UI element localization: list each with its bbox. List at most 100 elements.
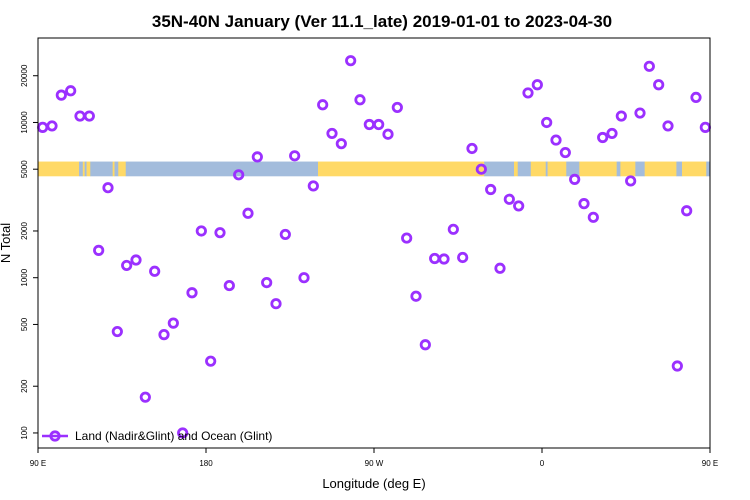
y-tick-label: 1000 — [20, 268, 29, 286]
data-point — [662, 120, 674, 132]
legend: Land (Nadir&Glint) and Ocean (Glint) — [42, 429, 272, 443]
y-tick-label: 10000 — [20, 111, 29, 134]
y-tick-label: 200 — [20, 379, 29, 393]
data-points — [37, 55, 711, 439]
surface-land-segment — [82, 161, 85, 177]
data-point — [270, 298, 282, 310]
data-point — [559, 146, 571, 159]
data-point — [83, 110, 95, 122]
surface-ocean-segment — [84, 161, 87, 177]
data-point — [690, 91, 702, 104]
data-point — [307, 180, 319, 192]
surface-ocean-segment — [125, 161, 319, 177]
data-point — [102, 182, 114, 194]
data-point — [177, 427, 189, 439]
surface-ocean-segment — [114, 161, 119, 177]
x-tick-label: 0 — [540, 459, 545, 468]
surface-land-segment — [118, 161, 127, 177]
data-point — [391, 101, 403, 114]
surface-land-segment — [682, 161, 707, 177]
data-point — [475, 163, 487, 175]
data-point — [121, 259, 133, 272]
data-point — [233, 169, 245, 181]
data-point — [578, 198, 590, 210]
data-point — [653, 79, 665, 91]
surface-land-segment — [530, 161, 547, 177]
x-tick-label: 90 W — [365, 459, 384, 468]
data-point — [485, 183, 497, 196]
data-point — [74, 110, 86, 122]
data-point — [410, 290, 422, 302]
surface-ocean-segment — [676, 161, 683, 177]
surface-land-segment — [547, 161, 567, 177]
y-tick-label: 5000 — [20, 160, 29, 178]
x-tick-label: 90 E — [702, 459, 718, 468]
data-point — [429, 252, 441, 265]
data-point — [643, 60, 655, 72]
surface-land-segment — [112, 161, 115, 177]
y-tick-label: 2000 — [20, 222, 29, 240]
data-point — [65, 85, 77, 97]
data-point — [457, 251, 469, 264]
surface-ocean-segment — [79, 161, 84, 177]
surface-land-segment — [38, 161, 80, 177]
data-point — [261, 277, 273, 289]
data-point — [625, 175, 637, 187]
data-point — [214, 227, 226, 239]
data-point — [111, 325, 123, 338]
data-point — [447, 223, 459, 235]
plot-frame — [37, 37, 711, 449]
data-point — [401, 232, 413, 244]
surface-ocean-segment — [90, 161, 113, 177]
data-point — [195, 225, 207, 237]
legend-marker — [49, 430, 61, 442]
data-point — [130, 254, 142, 266]
surface-ocean-segment — [566, 161, 580, 177]
data-point — [615, 110, 627, 122]
data-point — [681, 205, 693, 217]
legend-label: Land (Nadir&Glint) and Ocean (Glint) — [75, 429, 272, 443]
x-axis-label: Longitude (deg E) — [322, 476, 425, 491]
data-point — [158, 329, 170, 341]
data-point — [139, 391, 151, 403]
surface-land-segment — [86, 161, 91, 177]
data-point — [531, 79, 543, 91]
surface-land-segment — [579, 161, 617, 177]
data-point — [298, 272, 310, 284]
data-point — [186, 287, 198, 299]
data-point — [671, 360, 683, 372]
data-point — [494, 262, 506, 274]
data-point — [46, 120, 58, 132]
data-point — [466, 142, 478, 155]
data-point — [279, 228, 291, 241]
data-point — [503, 193, 515, 205]
data-point — [345, 55, 357, 67]
y-tick-label: 100 — [20, 426, 29, 440]
data-point — [354, 94, 366, 106]
y-tick-label: 500 — [20, 317, 29, 331]
data-point — [382, 128, 394, 140]
data-point — [513, 200, 525, 212]
data-point — [587, 211, 599, 223]
surface-land-segment — [644, 161, 677, 177]
data-point — [569, 173, 581, 185]
x-tick-label: 90 E — [30, 459, 46, 468]
data-point — [699, 121, 711, 133]
surface-land-segment — [514, 161, 519, 177]
surface-land-segment — [620, 161, 636, 177]
x-tick-label: 180 — [199, 459, 213, 468]
y-tick-label: 20000 — [20, 64, 29, 87]
data-point — [373, 118, 385, 131]
data-point — [55, 89, 67, 101]
data-point — [419, 339, 431, 351]
surface-ocean-segment — [517, 161, 532, 177]
data-point — [634, 107, 646, 119]
data-point — [242, 207, 254, 219]
data-point — [438, 253, 450, 265]
surface-land-segment — [318, 161, 485, 177]
surface-ocean-segment — [635, 161, 645, 177]
data-point — [597, 131, 609, 144]
data-point — [335, 138, 347, 150]
axes: 90 E 180 90 W 0 90 E 100 200 500 1000 2000 5000 100… — [20, 64, 718, 468]
